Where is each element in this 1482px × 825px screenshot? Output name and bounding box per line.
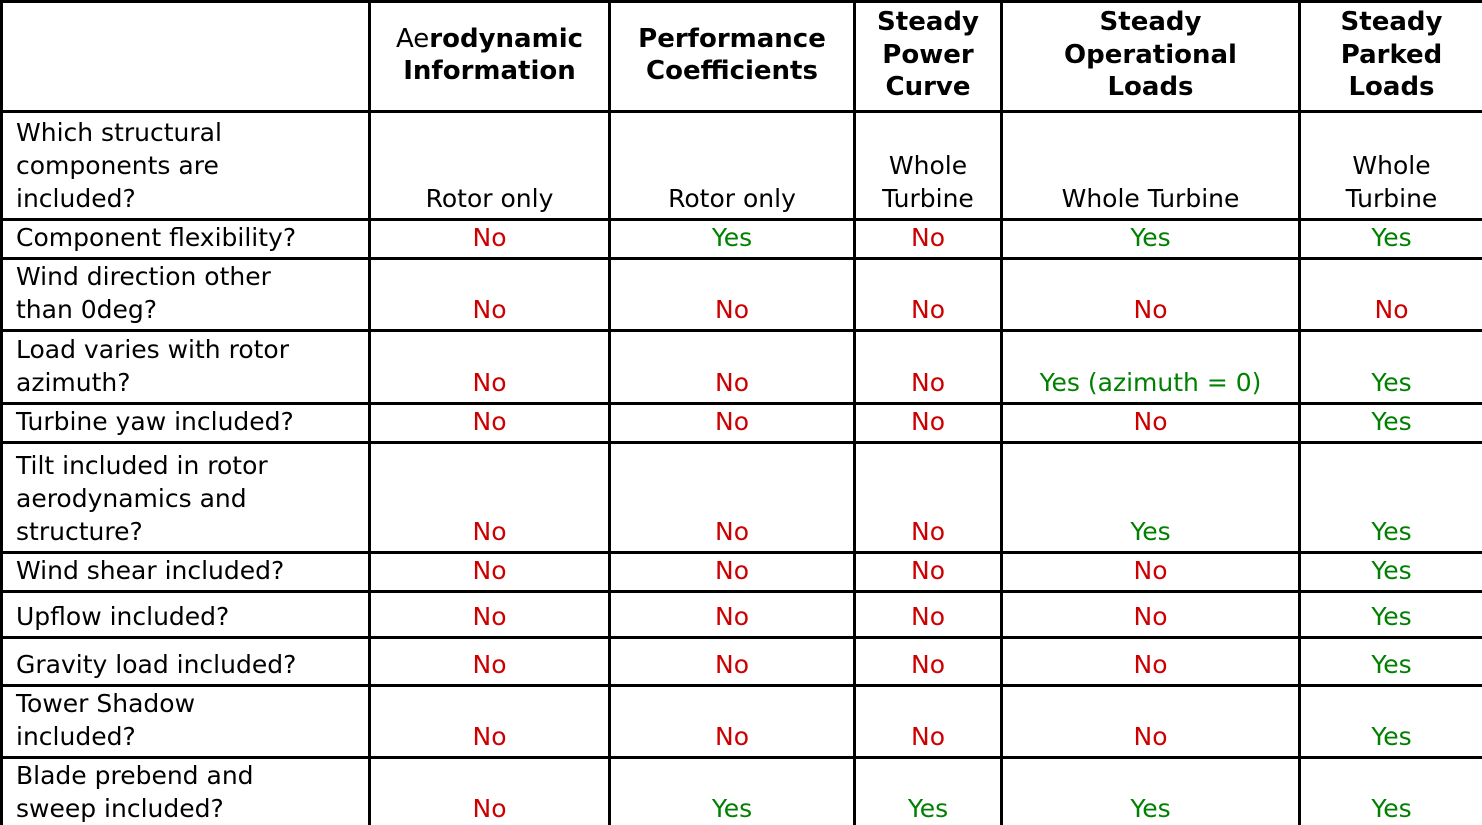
value-cell: Yes: [1298, 441, 1482, 554]
value-cell: Yes: [1298, 402, 1482, 444]
value-cell: No: [853, 329, 1003, 405]
table-body: Which structural components are included…: [0, 110, 1482, 825]
value-cell: No: [853, 257, 1003, 332]
column-header-label: Steady Parked Loads: [1340, 7, 1443, 103]
value-cell: No: [1000, 636, 1301, 687]
column-header-label: Steady Operational Loads: [1064, 7, 1237, 103]
value-cell: Yes: [1298, 756, 1482, 825]
value-cell: No: [853, 441, 1003, 554]
row-label: Upflow included?: [0, 590, 371, 639]
value-cell: No: [853, 218, 1003, 260]
table-row: Component flexibility? No Yes No Yes Yes: [0, 218, 1482, 260]
value-cell: No: [608, 590, 856, 639]
value-cell: No: [368, 590, 611, 639]
row-label: Turbine yaw included?: [0, 402, 371, 444]
column-header-performance-coefficients: Performance Coefficients: [608, 0, 856, 113]
row-label: Load varies with rotor azimuth?: [0, 329, 371, 405]
value-cell: No: [608, 551, 856, 593]
value-cell: No: [368, 441, 611, 554]
value-cell: Yes: [1298, 590, 1482, 639]
row-label: Component flexibility?: [0, 218, 371, 260]
table-row: Gravity load included? No No No No Yes: [0, 636, 1482, 687]
value-cell: No: [368, 684, 611, 759]
value-cell: No: [368, 329, 611, 405]
table-row: Blade prebend and sweep included? No Yes Ye…: [0, 756, 1482, 825]
table-row: Upflow included? No No No No Yes: [0, 590, 1482, 639]
value-cell: No: [608, 636, 856, 687]
value-cell: Yes: [608, 756, 856, 825]
value-cell: No: [368, 402, 611, 444]
column-header-prefix: Ae: [395, 23, 430, 54]
value-cell: Yes: [608, 218, 856, 260]
value-cell: Yes: [1298, 684, 1482, 759]
value-cell: Rotor only: [368, 110, 611, 221]
value-cell: No: [608, 329, 856, 405]
value-cell: No: [853, 684, 1003, 759]
row-label: Blade prebend and sweep included?: [0, 756, 371, 825]
value-cell: No: [368, 218, 611, 260]
column-header-label: Steady Power Curve: [877, 7, 979, 103]
column-header-label: Performance Coefficients: [638, 23, 826, 87]
value-cell: Yes: [1298, 218, 1482, 260]
value-cell: No: [368, 551, 611, 593]
value-cell: No: [368, 756, 611, 825]
table-row: Turbine yaw included? No No No No Yes: [0, 402, 1482, 444]
value-cell: Yes (azimuth = 0): [1000, 329, 1301, 405]
value-cell: No: [608, 402, 856, 444]
row-label: Gravity load included?: [0, 636, 371, 687]
header-row: Aerodynamic Information Performance Coeff…: [0, 0, 1482, 113]
value-cell: No: [608, 257, 856, 332]
value-cell: No: [853, 590, 1003, 639]
row-label: Wind direction other than 0deg?: [0, 257, 371, 332]
value-cell: Yes: [853, 756, 1003, 825]
column-header-steady-operational-loads: Steady Operational Loads: [1000, 0, 1301, 113]
value-cell: No: [1000, 684, 1301, 759]
value-cell: No: [1298, 257, 1482, 332]
value-cell: No: [608, 684, 856, 759]
column-header-label: rodynamic Information: [403, 23, 584, 87]
table-row: Load varies with rotor azimuth? No No No Yes…: [0, 329, 1482, 405]
row-label: Tower Shadow included?: [0, 684, 371, 759]
value-cell: Yes: [1000, 218, 1301, 260]
value-cell: No: [1000, 257, 1301, 332]
value-cell: No: [853, 551, 1003, 593]
table-row: Wind shear included? No No No No Yes: [0, 551, 1482, 593]
value-cell: Whole Turbine: [853, 110, 1003, 221]
table-row: Tilt included in rotor aerodynamics and …: [0, 441, 1482, 554]
value-cell: No: [608, 441, 856, 554]
value-cell: No: [1000, 402, 1301, 444]
value-cell: Rotor only: [608, 110, 856, 221]
row-label: Wind shear included?: [0, 551, 371, 593]
value-cell: No: [853, 402, 1003, 444]
value-cell: Yes: [1298, 329, 1482, 405]
table-row: Tower Shadow included? No No No No Yes: [0, 684, 1482, 759]
value-cell: Yes: [1000, 756, 1301, 825]
corner-cell: [0, 0, 371, 113]
column-header-aerodynamic-information: Aerodynamic Information: [368, 0, 611, 113]
row-label: Which structural components are included…: [0, 110, 371, 221]
value-cell: Whole Turbine: [1000, 110, 1301, 221]
value-cell: No: [368, 636, 611, 687]
table-row: Which structural components are included…: [0, 110, 1482, 221]
value-cell: No: [368, 257, 611, 332]
value-cell: Yes: [1298, 636, 1482, 687]
column-header-steady-parked-loads: Steady Parked Loads: [1298, 0, 1482, 113]
table-header: Aerodynamic Information Performance Coeff…: [0, 0, 1482, 113]
value-cell: No: [1000, 551, 1301, 593]
row-label: Tilt included in rotor aerodynamics and …: [0, 441, 371, 554]
value-cell: No: [1000, 590, 1301, 639]
value-cell: Yes: [1000, 441, 1301, 554]
value-cell: Whole Turbine: [1298, 110, 1482, 221]
column-header-steady-power-curve: Steady Power Curve: [853, 0, 1003, 113]
value-cell: Yes: [1298, 551, 1482, 593]
value-cell: No: [853, 636, 1003, 687]
table-row: Wind direction other than 0deg? No No No No N…: [0, 257, 1482, 332]
